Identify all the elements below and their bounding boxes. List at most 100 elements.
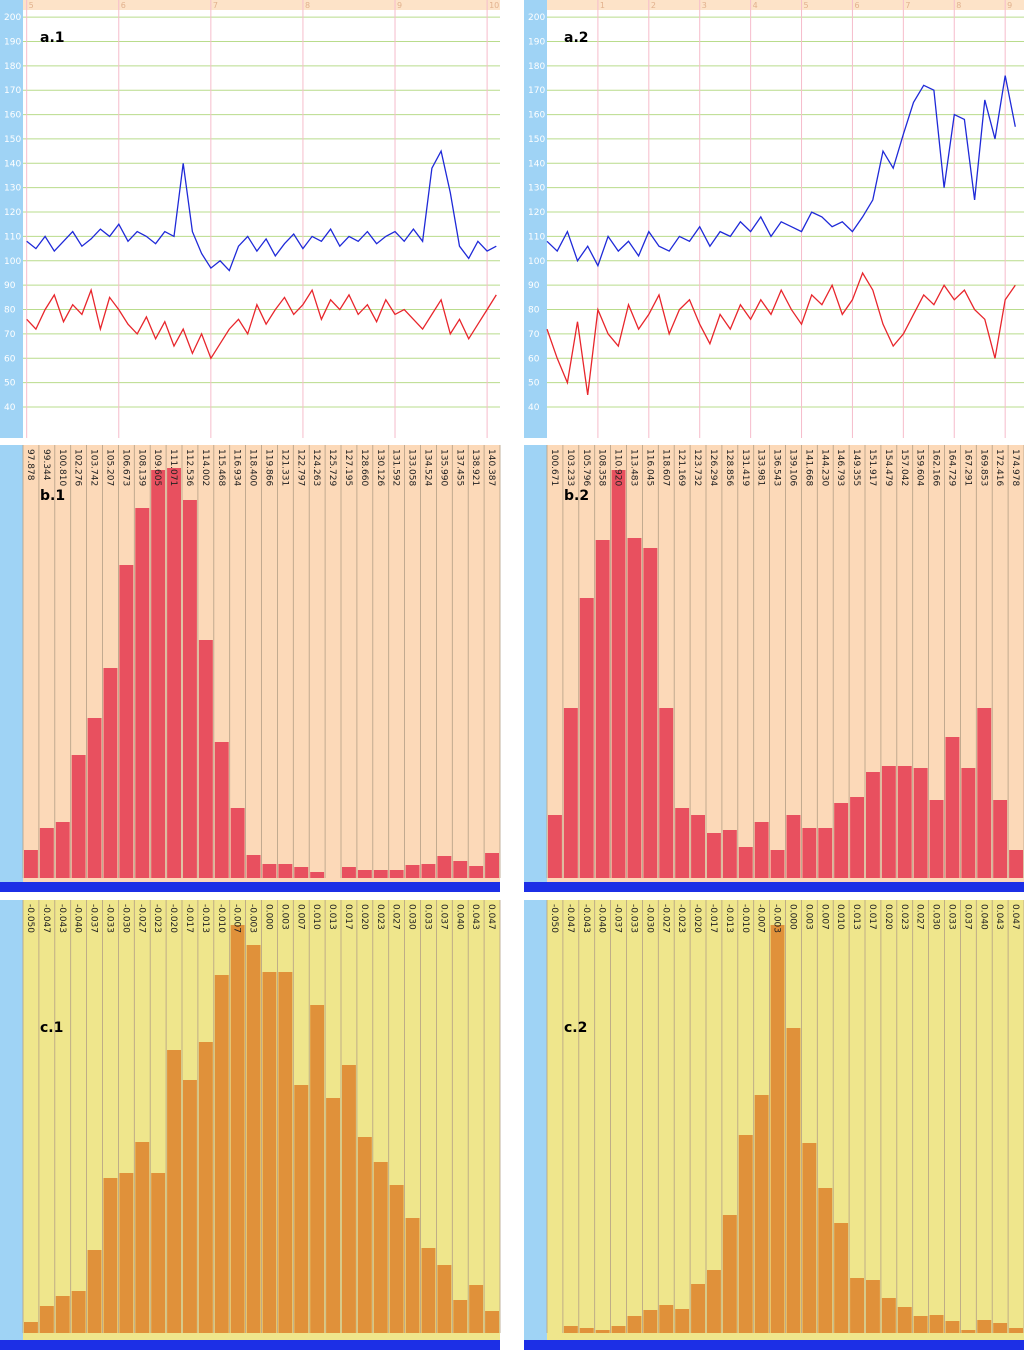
x-tick-label: 0.043 xyxy=(994,904,1004,930)
bar xyxy=(453,861,468,878)
plot-background xyxy=(23,10,500,438)
x-tick-label: 1 xyxy=(600,1,605,10)
x-tick-label: 6 xyxy=(854,1,859,10)
bar xyxy=(437,856,452,878)
bar xyxy=(866,1280,880,1333)
histogram-panel: 100.671 103.233 105.796 108.358 110.920 113.4… xyxy=(524,445,1024,892)
panel-title: c.1 xyxy=(40,1020,63,1036)
bar xyxy=(230,808,245,878)
bar xyxy=(738,1135,753,1333)
side-strip xyxy=(0,445,23,892)
bar xyxy=(850,1278,864,1333)
x-tick-label: 0.020 xyxy=(359,904,369,930)
bar xyxy=(453,1300,468,1333)
data-line xyxy=(26,287,497,360)
x-tick-label: -0.043 xyxy=(57,904,67,933)
x-tick-label: -0.043 xyxy=(581,904,591,933)
x-tick-label: 174.978 xyxy=(1010,449,1020,486)
bar xyxy=(294,867,309,878)
panel-title: b.1 xyxy=(40,488,65,504)
y-tick-label: 180 xyxy=(4,62,21,72)
bar xyxy=(421,1248,436,1333)
x-tick-label: 5 xyxy=(804,1,809,10)
y-tick-label: 70 xyxy=(528,330,540,340)
y-tick-label: 150 xyxy=(528,135,545,145)
x-tick-label: 146.793 xyxy=(835,449,845,486)
y-tick-label: 90 xyxy=(4,281,16,291)
x-tick-label: 111.071 xyxy=(168,449,178,486)
bar xyxy=(897,1307,912,1333)
bar xyxy=(627,538,642,878)
data-line xyxy=(546,75,1016,268)
panel-title: a.1 xyxy=(40,30,65,46)
bar xyxy=(659,708,674,878)
x-tick-label: 169.853 xyxy=(978,449,988,486)
x-tick-label: -0.017 xyxy=(184,904,194,933)
bar xyxy=(691,1284,705,1333)
bar xyxy=(39,828,54,878)
x-tick-label: -0.040 xyxy=(597,904,607,933)
bar xyxy=(595,540,610,878)
x-tick-label: -0.027 xyxy=(136,904,146,933)
top-band xyxy=(23,0,500,10)
x-tick-label: 0.020 xyxy=(883,904,893,930)
bar xyxy=(373,870,388,878)
bar xyxy=(611,1326,626,1333)
bar xyxy=(71,755,86,878)
x-tick-label: 167.291 xyxy=(962,449,972,486)
x-tick-label: 122.797 xyxy=(295,449,305,486)
bar xyxy=(945,737,960,878)
x-tick-label: 126.294 xyxy=(708,449,718,486)
y-tick-label: 140 xyxy=(4,159,21,169)
x-tick-label: 141.668 xyxy=(803,449,813,486)
bar xyxy=(977,1320,992,1333)
bar xyxy=(71,1291,86,1333)
x-tick-label: -0.023 xyxy=(152,904,162,933)
x-tick-label: 128.660 xyxy=(359,449,369,486)
x-tick-label: 151.917 xyxy=(867,449,877,486)
bar xyxy=(39,1306,54,1333)
bar xyxy=(262,864,277,878)
x-tick-label: 134.524 xyxy=(422,449,432,486)
y-tick-label: 100 xyxy=(4,257,21,267)
x-tick-label: 131.592 xyxy=(391,449,401,486)
x-tick-label: 113.483 xyxy=(628,449,638,486)
x-tick-label: 0.000 xyxy=(263,904,273,930)
bar xyxy=(103,668,118,878)
y-tick-label: 120 xyxy=(528,208,545,218)
bar xyxy=(929,1315,944,1333)
bar xyxy=(230,925,245,1333)
x-tick-label: 0.033 xyxy=(422,904,432,930)
bar xyxy=(850,797,864,878)
x-tick-label: -0.007 xyxy=(232,904,242,933)
bar xyxy=(643,1310,658,1333)
bar xyxy=(913,1316,928,1333)
bar xyxy=(389,1185,404,1333)
side-strip xyxy=(524,0,547,438)
bar xyxy=(135,1142,150,1333)
x-tick-label: 108.139 xyxy=(136,449,146,486)
bar xyxy=(246,945,261,1333)
x-tick-label: 140.387 xyxy=(486,449,496,486)
bar xyxy=(342,1065,356,1333)
bar xyxy=(993,800,1008,878)
x-tick-label: 121.169 xyxy=(676,449,686,486)
bar xyxy=(977,708,992,878)
x-tick-label: -0.050 xyxy=(25,904,35,933)
bar xyxy=(119,565,134,878)
y-tick-label: 60 xyxy=(4,354,16,364)
x-tick-label: 162.166 xyxy=(931,449,941,486)
x-tick-label: 0.047 xyxy=(486,904,496,930)
x-tick-label: -0.007 xyxy=(756,904,766,933)
x-tick-label: 100.671 xyxy=(549,449,559,486)
y-tick-label: 40 xyxy=(4,403,16,413)
line-panel: 40 50 60 70 80 90 100 110 120 130 140 150 160 170 180 1… xyxy=(0,0,500,438)
bar xyxy=(103,1178,118,1333)
x-tick-label: -0.017 xyxy=(708,904,718,933)
bar xyxy=(627,1316,642,1333)
y-tick-label: 80 xyxy=(528,306,540,316)
bottom-bar xyxy=(524,882,1024,892)
bar xyxy=(485,1311,499,1333)
bar xyxy=(437,1265,452,1333)
x-tick-label: 127.195 xyxy=(343,449,353,486)
